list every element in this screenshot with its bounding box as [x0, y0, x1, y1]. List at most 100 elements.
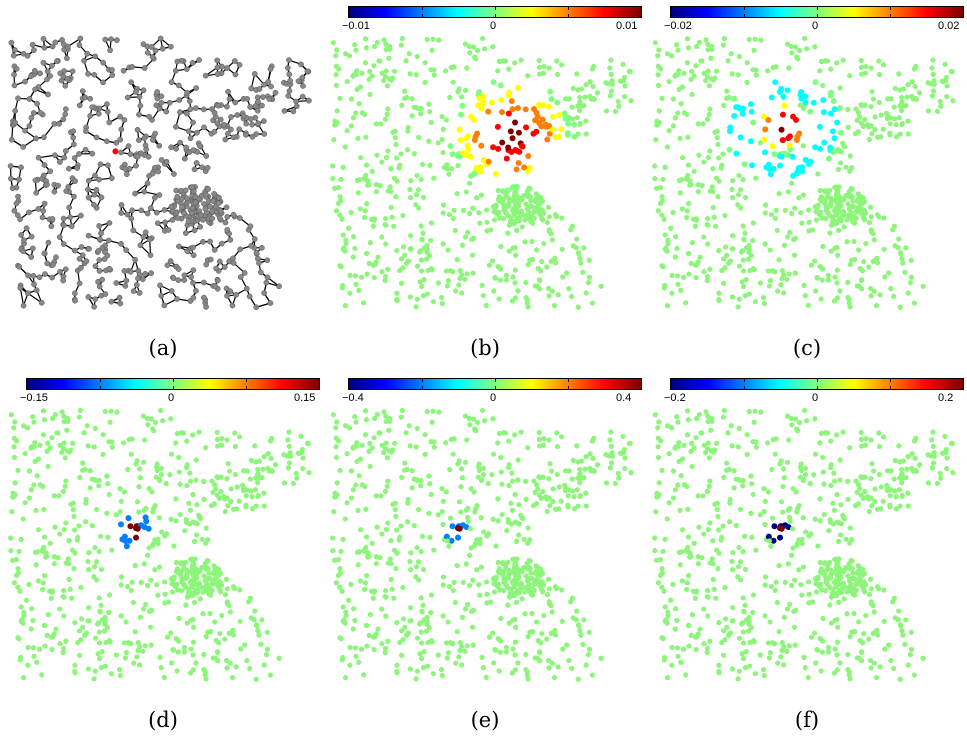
signal-node	[526, 164, 533, 171]
signal-node	[676, 86, 682, 93]
signal-node	[704, 74, 711, 80]
colorbar-tick	[173, 386, 174, 389]
graph-node	[207, 238, 213, 245]
signal-node	[607, 465, 613, 471]
signal-node	[80, 624, 86, 630]
graph-node	[125, 143, 132, 149]
signal-node	[498, 454, 504, 461]
signal-node	[892, 243, 898, 249]
signal-node	[45, 612, 51, 618]
signal-node	[862, 116, 868, 123]
signal-node	[778, 126, 785, 133]
signal-node	[716, 290, 722, 296]
signal-node	[356, 287, 362, 293]
signal-node	[253, 622, 260, 628]
graph-node	[33, 189, 40, 196]
signal-node	[705, 68, 711, 74]
signal-node	[566, 468, 572, 474]
signal-node	[155, 592, 161, 598]
signal-node	[831, 135, 838, 142]
signal-node	[419, 283, 425, 290]
graph-node	[41, 44, 48, 51]
graph-node	[193, 85, 200, 91]
signal-node	[669, 272, 675, 279]
signal-node	[519, 596, 525, 602]
signal-node	[672, 73, 678, 79]
signal-node	[423, 256, 430, 262]
signal-node	[350, 115, 357, 121]
signal-node	[398, 280, 405, 286]
signal-node	[512, 295, 518, 301]
signal-node	[867, 204, 874, 210]
signal-node	[427, 481, 433, 487]
signal-node	[622, 83, 628, 89]
graph-node	[168, 79, 175, 86]
signal-node	[340, 232, 346, 238]
signal-node	[190, 639, 196, 645]
signal-node	[549, 660, 555, 666]
signal-node	[91, 676, 97, 682]
graph-node	[181, 210, 187, 217]
signal-node	[244, 468, 250, 474]
signal-node	[260, 466, 266, 472]
signal-node	[750, 220, 757, 226]
signal-node	[413, 192, 420, 198]
graph-node	[290, 108, 297, 115]
graph-node	[222, 136, 229, 143]
signal-node	[830, 98, 837, 105]
signal-node	[413, 444, 419, 450]
signal-node	[549, 237, 555, 243]
signal-node	[499, 481, 505, 487]
signal-node	[583, 82, 589, 88]
signal-node	[745, 256, 752, 262]
graph-node	[187, 135, 194, 142]
signal-node	[57, 531, 63, 537]
signal-node	[535, 486, 541, 492]
signal-node	[87, 485, 93, 491]
signal-node	[436, 37, 442, 43]
graph-node	[99, 276, 106, 283]
signal-node	[213, 637, 219, 644]
signal-node	[286, 460, 293, 466]
signal-node	[385, 148, 391, 154]
signal-node	[218, 488, 224, 495]
signal-node	[65, 416, 71, 422]
signal-node	[480, 665, 486, 671]
signal-node	[256, 458, 263, 464]
graph-node	[77, 35, 84, 42]
signal-node	[31, 419, 37, 425]
signal-node	[382, 488, 388, 494]
signal-node	[512, 147, 519, 154]
signal-node	[724, 88, 730, 94]
signal-node	[108, 408, 114, 414]
graph-node	[31, 47, 37, 53]
colorbar-tick	[641, 379, 642, 382]
graph-node	[118, 126, 125, 133]
signal-node	[164, 531, 170, 537]
signal-node	[359, 70, 365, 76]
signal-node	[134, 499, 141, 505]
signal-node	[785, 135, 792, 142]
signal-node	[96, 595, 102, 601]
graph-node	[96, 283, 103, 290]
signal-node	[400, 616, 407, 622]
signal-node	[41, 622, 47, 629]
signal-node	[196, 429, 202, 435]
signal-node	[902, 269, 908, 275]
signal-node	[834, 244, 840, 251]
signal-node	[141, 561, 147, 567]
signal-node	[736, 296, 742, 302]
signal-node	[769, 143, 776, 150]
signal-node	[61, 413, 67, 419]
signal-node	[230, 632, 237, 638]
signal-node	[548, 231, 554, 237]
signal-node	[869, 131, 875, 137]
graph-node	[255, 99, 261, 105]
graph-node	[78, 244, 85, 250]
graph-node	[11, 71, 17, 78]
signal-node	[768, 94, 775, 101]
signal-node	[440, 202, 447, 208]
signal-node	[537, 102, 544, 109]
signal-node	[419, 236, 425, 242]
signal-node	[443, 268, 450, 274]
